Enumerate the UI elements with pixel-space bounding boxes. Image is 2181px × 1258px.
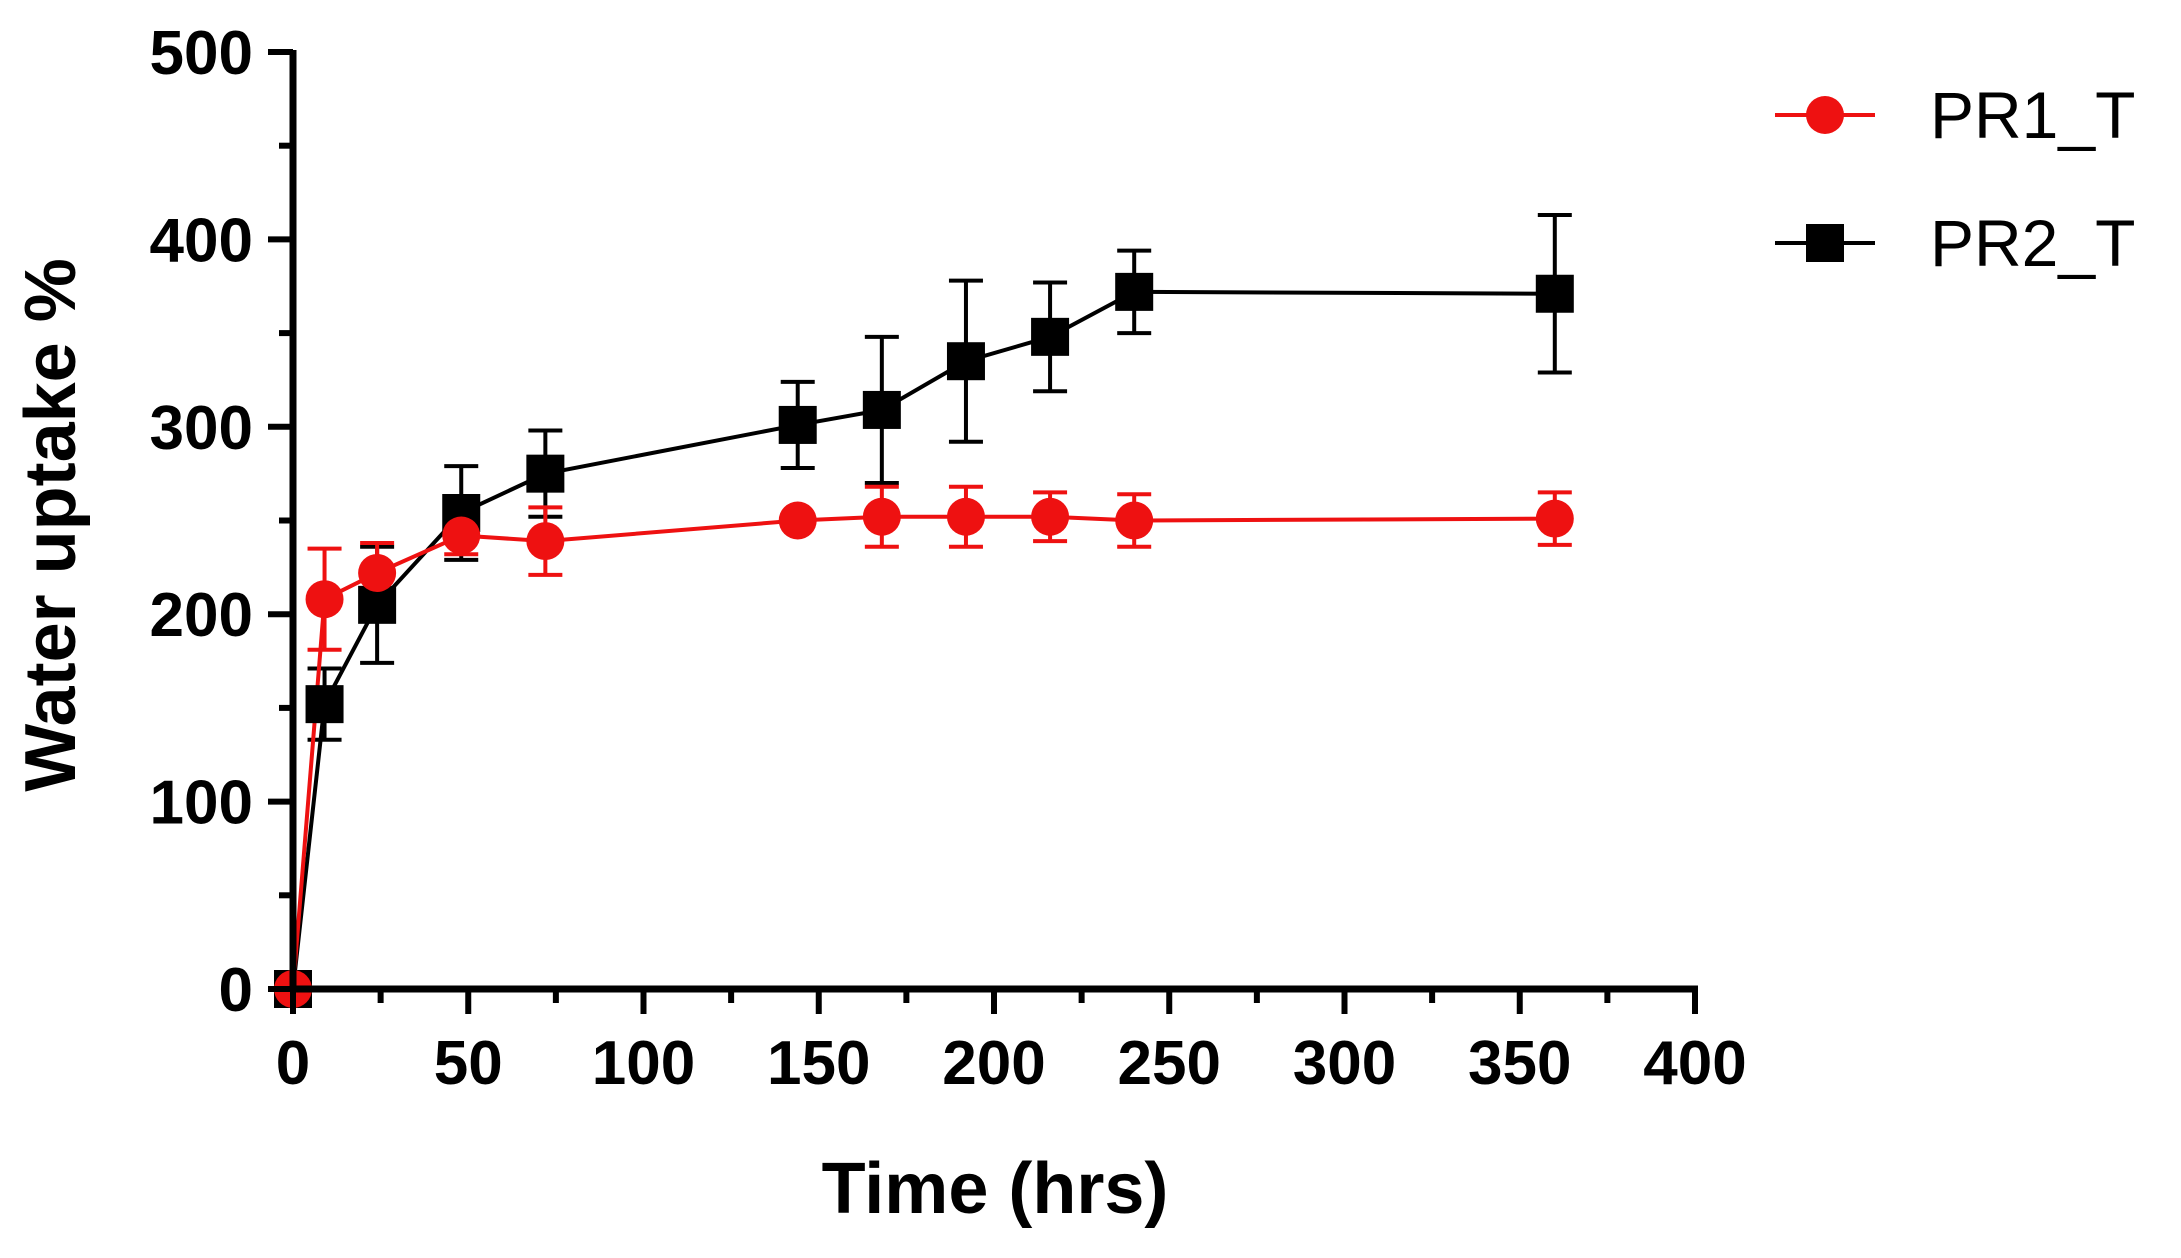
- data-point-pr1: [1535, 499, 1574, 538]
- x-tick-label: 100: [592, 1029, 695, 1098]
- x-tick-label: 400: [1643, 1029, 1746, 1098]
- data-point-pr2: [1115, 272, 1154, 311]
- legend-label-pr2: PR2_T: [1930, 206, 2135, 280]
- legend-label-pr1: PR1_T: [1930, 78, 2135, 152]
- x-tick-label: 0: [276, 1029, 310, 1098]
- legend-marker-pr2: [1806, 224, 1844, 262]
- data-point-pr1: [778, 501, 817, 540]
- data-point-pr1: [305, 580, 344, 619]
- data-point-pr1: [526, 522, 565, 561]
- data-point-pr1: [358, 553, 397, 592]
- y-tick-label: 300: [150, 394, 253, 463]
- y-tick-label: 500: [150, 19, 253, 88]
- data-point-pr2: [358, 585, 397, 624]
- x-tick-label: 250: [1118, 1029, 1221, 1098]
- y-tick-label: 0: [219, 956, 253, 1025]
- data-point-pr2: [862, 390, 901, 429]
- y-tick-label: 100: [150, 769, 253, 838]
- plot-area: [274, 213, 1574, 1008]
- data-point-pr1: [1115, 501, 1154, 540]
- data-point-pr2: [526, 454, 565, 493]
- x-tick-label: 200: [942, 1029, 1045, 1098]
- legend: PR1_T PR2_T: [1775, 78, 2135, 280]
- y-tick-label: 200: [150, 581, 253, 650]
- legend-entry-pr1: PR1_T: [1775, 78, 2135, 152]
- y-tick-label: 400: [150, 206, 253, 275]
- y-axis-title: Water uptake %: [11, 258, 91, 791]
- axes: [268, 49, 1698, 1014]
- x-axis-title: Time (hrs): [822, 1149, 1169, 1229]
- x-tick-label: 150: [767, 1029, 870, 1098]
- x-tick-label: 300: [1293, 1029, 1396, 1098]
- tick-labels: 0 100 200 300 400 500 0 50 100 150 200 250 300 350 400: [150, 19, 1747, 1098]
- data-point-pr2: [1031, 317, 1070, 356]
- legend-marker-pr1: [1806, 96, 1844, 134]
- data-point-pr1: [946, 497, 985, 536]
- data-point-pr2: [1535, 274, 1574, 313]
- series-line-pr2: [291, 289, 1555, 990]
- series-lines: [291, 289, 1555, 990]
- legend-entry-pr2: PR2_T: [1775, 206, 2135, 280]
- data-point-pr1: [862, 497, 901, 536]
- series-line-pr1: [291, 514, 1555, 990]
- data-point-pr2: [305, 685, 344, 724]
- data-point-pr1: [1031, 497, 1070, 536]
- series-markers: [274, 272, 1574, 1008]
- data-point-pr2: [778, 405, 817, 444]
- x-tick-label: 350: [1468, 1029, 1571, 1098]
- data-point-pr1: [442, 516, 481, 555]
- data-point-pr2: [946, 342, 985, 381]
- x-tick-label: 50: [434, 1029, 503, 1098]
